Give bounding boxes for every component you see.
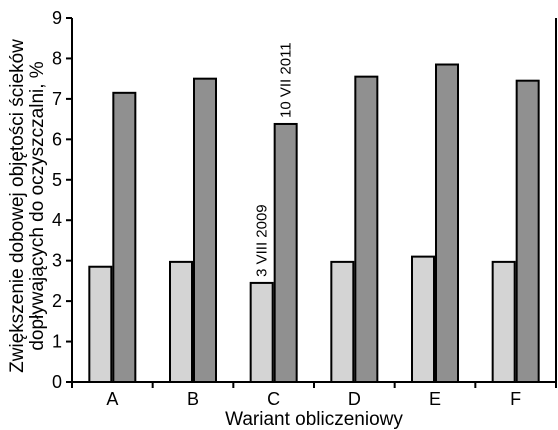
bar-E-series-1 (411, 255, 435, 383)
x-tick-label-E: E (429, 389, 441, 409)
x-tick-label-C: C (267, 389, 280, 409)
y-axis-title: Zwiększenie dobowej objętości ściekówdop… (7, 39, 48, 373)
annotations-group: 3 VIII 2009 10 VII 2011 (254, 42, 295, 277)
bar-A-series-2 (112, 91, 137, 383)
x-axis: A B C D E F (71, 18, 557, 409)
bar-B-series-1 (169, 260, 193, 384)
y-tick-label-9: 9 (52, 8, 62, 28)
x-tick-label-B: B (187, 389, 199, 409)
x-tick-label-A: A (106, 389, 118, 409)
bar-C-series-1 (249, 281, 274, 383)
y-tick-label-4: 4 (52, 210, 62, 230)
x-axis-title: Wariant obliczeniowy (225, 409, 403, 430)
y-axis: 0 1 2 3 4 5 6 7 8 9 (52, 8, 73, 392)
y-tick-label-7: 7 (52, 89, 62, 109)
x-tick-label-F: F (510, 389, 521, 409)
bars-group (88, 63, 540, 384)
y-tick-label-6: 6 (52, 129, 62, 149)
y-axis-title-line-2: dopływających do oczyszczalni, % (27, 61, 48, 350)
bar-F-series-2 (515, 79, 540, 383)
bar-C-series-2 (273, 122, 298, 383)
y-tick-label-5: 5 (52, 170, 62, 190)
annotation-2: 10 VII 2011 (278, 42, 295, 118)
y-tick-label-2: 2 (52, 291, 62, 311)
y-tick-label-3: 3 (52, 251, 62, 271)
bar-D-series-2 (354, 75, 379, 384)
y-tick-label-8: 8 (52, 48, 62, 68)
bar-A-series-1 (88, 265, 113, 384)
bar-B-series-2 (193, 77, 217, 384)
bar-D-series-1 (330, 260, 355, 384)
y-tick-label-1: 1 (52, 332, 62, 352)
bar-F-series-1 (491, 260, 516, 384)
x-tick-label-D: D (348, 389, 361, 409)
annotation-1: 3 VIII 2009 (254, 204, 271, 277)
y-axis-title-line-1: Zwiększenie dobowej objętości ścieków (7, 39, 28, 373)
y-tick-label-0: 0 (52, 372, 62, 392)
bar-E-series-2 (435, 63, 459, 383)
